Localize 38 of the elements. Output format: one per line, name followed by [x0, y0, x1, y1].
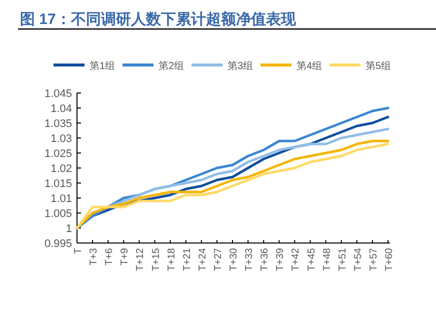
x-tick-label: T+42 [290, 248, 302, 272]
x-tick-label: T+30 [228, 248, 240, 272]
x-tick-label: T+54 [352, 248, 364, 272]
x-tick-label: T+27 [212, 248, 224, 272]
x-tick-label: T+57 [368, 248, 380, 272]
x-tick-label: T+12 [135, 248, 146, 272]
y-tick-label: 1.035 [44, 118, 72, 130]
legend-label: 第3组 [228, 60, 254, 72]
y-tick-label: 1.01 [50, 193, 72, 205]
x-tick-label: T+60 [384, 248, 395, 272]
y-tick-label: 1.015 [44, 178, 72, 190]
y-tick-label: 1.04 [50, 103, 72, 115]
x-tick-label: T+51 [337, 248, 348, 272]
x-tick-label: T+24 [197, 248, 208, 272]
x-tick-label: T [73, 248, 84, 254]
x-tick-label: T+18 [166, 248, 178, 272]
legend-label: 第2组 [158, 60, 184, 72]
x-tick-label: T+21 [182, 248, 193, 272]
x-tick-label: T+39 [275, 248, 286, 272]
legend-label: 第1组 [90, 60, 116, 72]
y-tick-label: 1.02 [50, 163, 72, 175]
y-tick-label: 1.025 [44, 148, 72, 160]
y-tick-label: 1 [66, 223, 72, 235]
legend-label: 第4组 [296, 60, 322, 72]
x-tick-label: T+45 [306, 248, 318, 272]
x-tick-label: T+9 [120, 248, 131, 266]
x-tick-label: T+33 [244, 248, 256, 272]
x-tick-label: T+15 [150, 248, 162, 272]
y-tick-label: 1.045 [44, 88, 72, 100]
y-tick-label: 1.03 [50, 133, 72, 145]
y-tick-label: 0.995 [44, 238, 72, 250]
chart-title: 图 17：不同调研人数下累计超额净值表现 [20, 10, 297, 28]
x-tick-label: T+6 [104, 248, 116, 266]
y-tick-label: 1.005 [44, 208, 72, 220]
x-tick-label: T+48 [322, 248, 333, 272]
legend-label: 第5组 [366, 60, 392, 72]
x-tick-label: T+36 [260, 248, 271, 272]
x-tick-label: T+3 [88, 248, 100, 266]
